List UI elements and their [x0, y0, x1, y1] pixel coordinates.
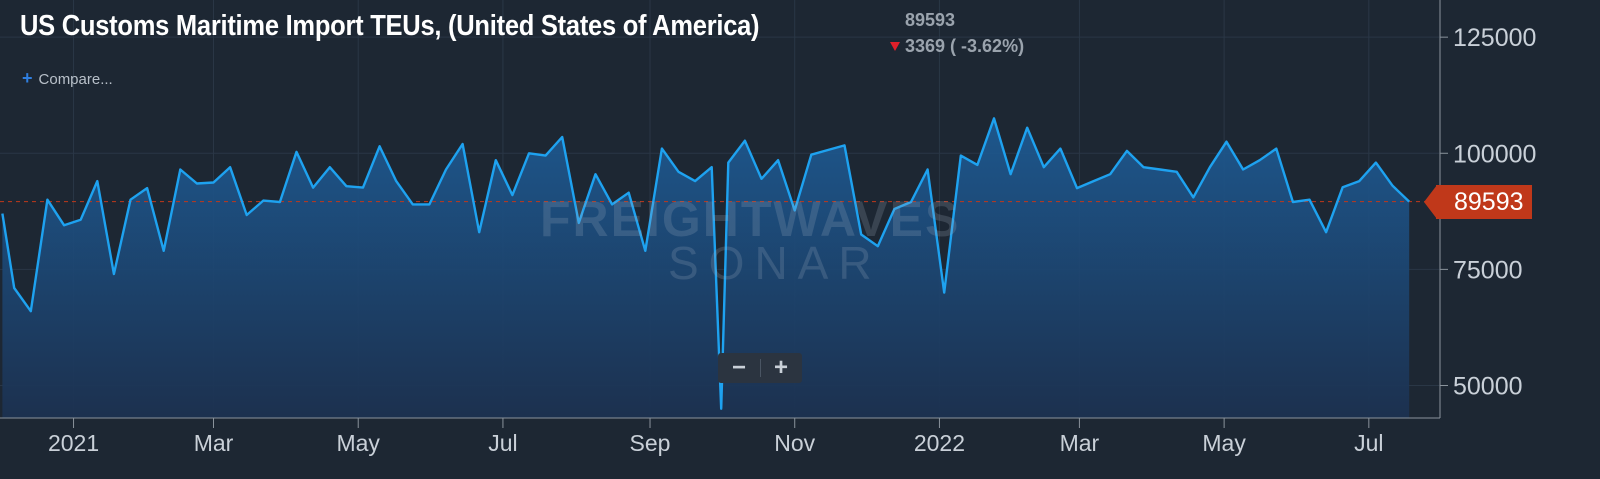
y-axis: 50000 75000 100000 125000 — [1440, 24, 1536, 400]
x-tick-label: Sep — [630, 430, 671, 456]
last-value-label: 89593 — [1454, 187, 1524, 216]
watermark-freightwaves: FREIGHTWAVES — [540, 191, 961, 247]
compare-label: Compare... — [38, 71, 113, 88]
plus-icon: + — [22, 68, 33, 88]
zoom-separator — [760, 359, 761, 377]
x-tick-label: 2022 — [914, 430, 965, 456]
watermark-sonar: SONAR — [668, 237, 882, 289]
x-tick-label: Nov — [774, 430, 815, 456]
zoom-in-button[interactable]: + — [773, 354, 788, 381]
y-tick-label: 50000 — [1453, 372, 1523, 400]
zoom-out-button[interactable]: − — [731, 354, 746, 381]
y-tick-label: 100000 — [1453, 140, 1536, 168]
change-text: 3369 ( -3.62%) — [905, 36, 1025, 56]
badge-pointer — [1424, 184, 1437, 219]
x-tick-label: Jul — [488, 430, 517, 456]
zoom-control: − + — [718, 353, 802, 383]
x-tick-label: Mar — [1060, 430, 1100, 456]
arrow-down-icon — [890, 42, 900, 51]
chart-title: US Customs Maritime Import TEUs, (United… — [20, 10, 760, 42]
x-tick-label: May — [1202, 430, 1246, 456]
x-axis: 2021 Mar May Jul Sep Nov 2022 Mar May Jul — [48, 418, 1384, 456]
compare-button[interactable]: + Compare... — [22, 68, 113, 89]
x-tick-label: Jul — [1354, 430, 1383, 456]
last-value-badge: 89593 — [1424, 184, 1532, 219]
x-tick-label: Mar — [194, 430, 234, 456]
series-area-fill — [2, 118, 1410, 419]
current-value: 89593 — [905, 10, 956, 30]
y-tick-label: 75000 — [1453, 256, 1523, 284]
y-tick-label: 125000 — [1453, 24, 1536, 52]
x-tick-label: May — [336, 430, 380, 456]
x-tick-label: 2021 — [48, 430, 99, 456]
series-line — [1, 117, 1411, 410]
